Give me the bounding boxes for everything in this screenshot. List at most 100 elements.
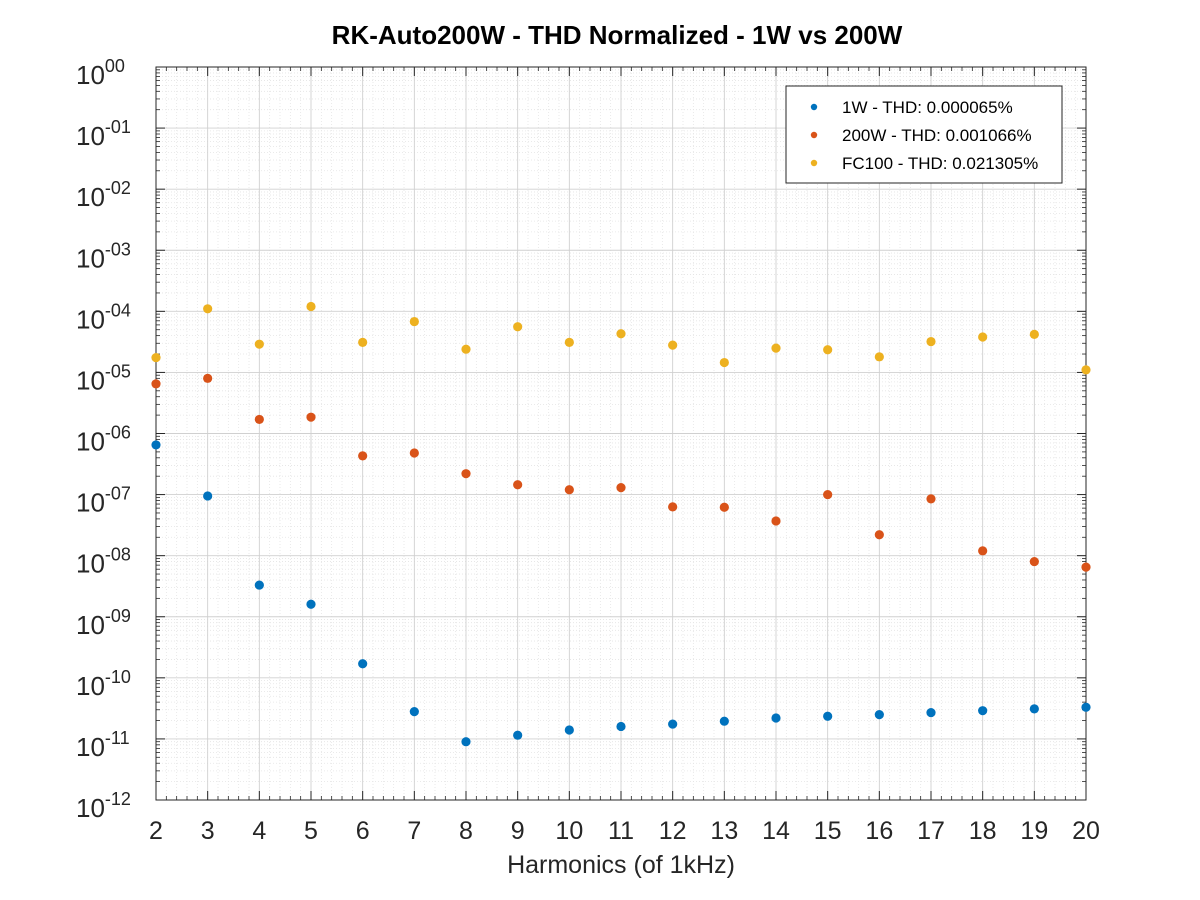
data-point-series-3 (926, 336, 936, 347)
y-tick-label: 10-03 (76, 239, 131, 273)
x-tick-label: 18 (969, 817, 997, 845)
legend-entry-label: 200W - THD: 0.001066% (842, 126, 1032, 145)
data-point-series-3 (151, 352, 161, 363)
y-tick-label: 10-06 (76, 423, 131, 457)
data-point-series-2 (306, 412, 316, 422)
y-tick-label: 10-09 (76, 606, 131, 640)
x-tick-label: 4 (252, 817, 266, 845)
y-tick-label: 10-02 (76, 178, 131, 212)
data-point-series-1 (564, 725, 574, 735)
data-point-series-3 (1029, 329, 1039, 339)
legend: 1W - THD: 0.000065% 200W - THD: 0.001066%… (785, 85, 1063, 184)
x-tick-label: 5 (304, 817, 318, 845)
data-point-series-1 (668, 719, 678, 729)
data-point-series-2 (513, 480, 523, 490)
x-tick-label: 15 (814, 817, 842, 845)
x-tick-label: 14 (762, 817, 790, 845)
x-tick-label: 7 (407, 817, 421, 845)
data-point-series-2 (461, 469, 471, 479)
data-point-series-2 (616, 483, 626, 493)
y-tick-label: 10-12 (76, 789, 131, 823)
y-tick-label: 10-11 (76, 728, 130, 762)
x-tick-label: 20 (1072, 817, 1100, 845)
chart-title: RK-Auto200W - THD Normalized - 1W vs 200… (332, 20, 903, 50)
data-point-series-2 (771, 516, 781, 526)
data-point-series-3 (668, 340, 678, 350)
legend-entry-label: 1W - THD: 0.000065% (842, 98, 1013, 117)
x-tick-label: 12 (659, 817, 687, 845)
x-tick-label: 11 (608, 817, 634, 845)
data-point-series-1 (461, 737, 471, 747)
y-tick-label: 10-08 (76, 545, 131, 579)
data-point-series-2 (719, 502, 729, 512)
data-point-series-1 (616, 721, 626, 732)
data-point-series-3 (358, 337, 368, 348)
x-tick-label: 16 (865, 817, 893, 845)
data-point-series-2 (409, 448, 419, 458)
data-points (151, 301, 1091, 747)
data-point-series-3 (513, 322, 523, 332)
data-point-series-1 (771, 713, 781, 723)
x-tick-label: 2 (149, 817, 163, 845)
data-point-series-3 (203, 304, 213, 314)
x-tick-label: 8 (459, 817, 473, 845)
data-point-series-3 (771, 343, 781, 353)
data-point-series-3 (823, 345, 833, 355)
data-point-series-1 (1029, 704, 1039, 714)
data-point-series-2 (668, 502, 678, 512)
data-point-series-1 (254, 580, 264, 590)
data-point-series-3 (409, 316, 419, 327)
y-tick-label: 10-04 (76, 300, 131, 334)
data-point-series-1 (874, 710, 884, 720)
y-tick-label: 10-01 (76, 117, 131, 151)
y-tick-label: 10-10 (76, 667, 131, 701)
x-tick-label: 6 (356, 817, 370, 845)
legend-marker (810, 131, 818, 139)
x-tick-label: 13 (710, 817, 738, 845)
y-tick-label: 10-07 (76, 484, 131, 518)
data-point-series-3 (978, 332, 988, 342)
data-point-series-1 (203, 491, 213, 501)
x-axis-label: Harmonics (of 1kHz) (507, 851, 735, 879)
x-tick-label: 10 (555, 817, 583, 845)
data-point-series-1 (151, 440, 161, 450)
x-tick-label: 17 (917, 817, 945, 845)
data-point-series-2 (254, 414, 264, 425)
data-point-series-3 (564, 337, 574, 348)
data-point-series-2 (823, 489, 833, 500)
legend-marker (810, 159, 818, 167)
data-point-series-2 (926, 494, 936, 504)
x-tick-label: 19 (1020, 817, 1048, 845)
legend-marker (810, 103, 818, 111)
x-tick-label: 3 (201, 817, 215, 845)
data-point-series-2 (1081, 562, 1091, 572)
data-point-series-1 (978, 706, 988, 716)
data-point-series-2 (203, 373, 213, 383)
y-tick-label: 1000 (76, 56, 125, 90)
x-tick-label: 9 (511, 817, 525, 845)
legend-entry-label: FC100 - THD: 0.021305% (842, 154, 1038, 173)
legend-box (785, 85, 1063, 184)
data-point-series-1 (306, 599, 316, 609)
data-point-series-1 (513, 730, 523, 740)
axes (155, 66, 1087, 801)
data-point-series-2 (978, 546, 988, 556)
data-point-series-1 (926, 707, 936, 718)
data-point-series-2 (874, 530, 884, 540)
data-point-series-1 (358, 659, 368, 669)
data-point-series-1 (719, 716, 729, 726)
tick-labels: 2 3 4 5 6 7 8 9 10 11 12 13 14 15 16 17 18 19 20 1000 10-01 1… (76, 56, 1100, 845)
data-point-series-3 (254, 339, 264, 349)
data-point-series-3 (1081, 365, 1091, 375)
data-point-series-2 (1029, 556, 1039, 567)
data-point-series-1 (409, 707, 419, 717)
data-point-series-1 (823, 711, 833, 721)
data-point-series-3 (306, 301, 316, 312)
data-point-series-3 (461, 344, 471, 354)
data-point-series-1 (1081, 702, 1091, 712)
data-point-series-2 (358, 451, 368, 461)
grid-lines (155, 66, 1087, 801)
data-point-series-3 (616, 329, 626, 339)
